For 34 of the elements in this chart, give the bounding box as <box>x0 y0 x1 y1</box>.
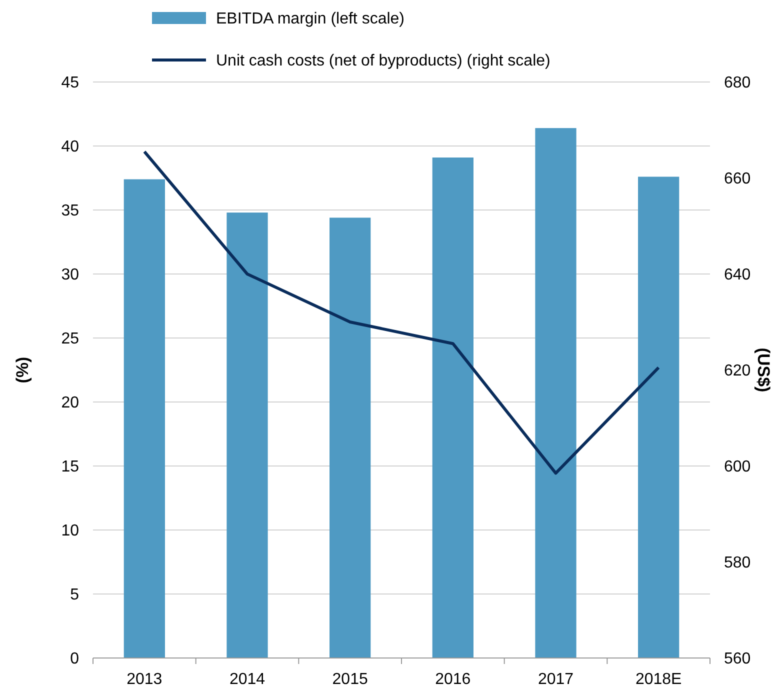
x-tick-label: 2014 <box>229 671 266 688</box>
bar <box>535 128 576 658</box>
x-tick-label: 2015 <box>332 671 368 688</box>
y-tick-label: 30 <box>61 266 80 284</box>
y2-tick-label: 620 <box>724 362 751 380</box>
x-tick-label: 2017 <box>538 671 574 688</box>
y-tick-label: 0 <box>70 650 80 668</box>
y2-tick-label: 680 <box>724 74 751 92</box>
y-axis-title: (%) <box>13 356 32 384</box>
bar <box>124 179 165 658</box>
x-tick-label: 2013 <box>126 671 162 688</box>
x-tick-label: 2016 <box>435 671 471 688</box>
y-tick-label: 45 <box>61 74 80 92</box>
legend-label: Unit cash costs (net of byproducts) (right scale) <box>216 52 550 70</box>
y2-tick-label: 660 <box>724 170 751 188</box>
y2-tick-label: 560 <box>724 650 751 668</box>
y-tick-label: 20 <box>61 394 80 412</box>
y2-axis-title: (US$) <box>754 348 773 392</box>
x-tick-label: 2018E <box>635 671 682 688</box>
bar <box>226 212 268 658</box>
legend-label: EBITDA margin (left scale) <box>216 10 404 28</box>
line-series <box>142 150 660 475</box>
bar <box>432 158 474 658</box>
y2-tick-label: 640 <box>724 266 751 284</box>
y-tick-label: 10 <box>61 522 80 540</box>
bar <box>330 218 371 658</box>
y2-tick-label: 580 <box>724 554 751 572</box>
y-tick-label: 5 <box>70 586 80 604</box>
bar <box>638 176 680 658</box>
y-tick-label: 15 <box>61 458 80 476</box>
y-tick-label: 35 <box>61 202 80 220</box>
y2-tick-label: 600 <box>724 458 751 476</box>
y-tick-label: 25 <box>61 330 80 348</box>
y-tick-label: 40 <box>61 138 80 156</box>
